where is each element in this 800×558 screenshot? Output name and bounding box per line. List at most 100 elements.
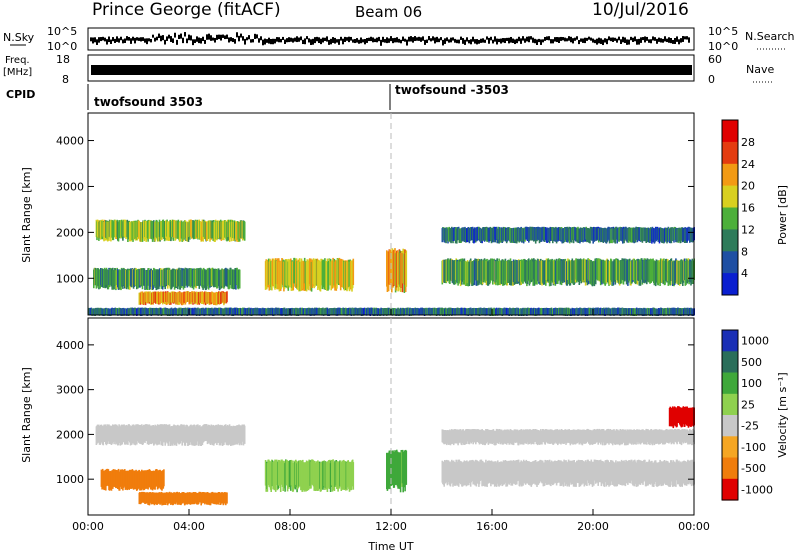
velocity-colorbar: 1000 500 100 25 -25 -100 -500 -1000 xyxy=(721,329,773,501)
nsky-mark xyxy=(180,33,182,39)
nsky-mark xyxy=(594,39,596,44)
nsky-mark xyxy=(648,39,650,43)
nsky-mark xyxy=(492,39,494,44)
nsky-mark xyxy=(378,36,380,42)
nsky-mark xyxy=(232,38,234,43)
nsky-mark xyxy=(544,36,546,41)
nsky-mark xyxy=(500,38,502,44)
power-colorbar-tick-label: 24 xyxy=(741,158,755,171)
xtick-label: 00:00 xyxy=(72,520,104,533)
nsky-mark xyxy=(574,37,576,41)
nsky-mark xyxy=(552,39,554,44)
nsky-mark xyxy=(432,36,434,41)
nsky-mark xyxy=(678,39,680,45)
nsky-mark xyxy=(384,39,386,43)
nsky-mark xyxy=(386,37,388,44)
nsky-mark xyxy=(424,39,426,45)
nsky-mark xyxy=(276,37,278,42)
nsky-mark xyxy=(554,37,556,42)
nsky-mark xyxy=(226,34,228,39)
nsky-mark xyxy=(462,38,464,44)
nsky-mark xyxy=(538,38,540,43)
nsky-mark xyxy=(488,37,490,44)
nsky-mark xyxy=(476,39,478,45)
power-ylabel: Slant Range [km] xyxy=(20,167,33,263)
nsky-mark xyxy=(304,38,306,45)
nsky-mark xyxy=(262,39,264,46)
nsky-mark xyxy=(216,34,218,40)
velocity-ytick-label: 3000 xyxy=(56,384,84,397)
nsky-mark xyxy=(676,36,678,42)
velocity-colorbar-tick-label: 500 xyxy=(741,356,762,369)
velocity-colorbar-swatch xyxy=(722,478,738,501)
nsky-mark xyxy=(100,37,102,42)
nsky-mark xyxy=(428,36,430,41)
nsky-mark xyxy=(632,37,634,42)
nsky-mark xyxy=(122,39,124,44)
nsky-mark xyxy=(628,39,630,45)
nsky-mark xyxy=(192,39,194,46)
nsky-mark xyxy=(452,37,454,41)
power-colorbar-tick-label: 4 xyxy=(741,267,748,280)
nsky-mark xyxy=(526,36,528,42)
nsky-mark xyxy=(168,34,170,39)
nsky-mark xyxy=(134,37,136,44)
nsky-mark xyxy=(534,38,536,44)
nsky-mark xyxy=(94,37,96,43)
station-title: Prince George (fitACF) xyxy=(92,0,281,20)
nsky-mark xyxy=(596,38,598,45)
nsky-mark xyxy=(406,39,408,46)
nsky-mark xyxy=(238,35,240,42)
nsky-mark xyxy=(498,38,500,43)
nsky-mark xyxy=(248,35,250,40)
nsky-mark xyxy=(244,38,246,45)
nsky-mark xyxy=(440,37,442,41)
nsky-mark xyxy=(652,36,654,41)
nsky-mark xyxy=(352,39,354,43)
nsky-mark xyxy=(270,38,272,45)
nsky-mark xyxy=(562,37,564,41)
nsky-mark xyxy=(666,38,668,43)
nsky-mark xyxy=(312,38,314,45)
nsky-mark xyxy=(366,38,368,43)
nsky-mark xyxy=(454,38,456,43)
xtick-label: 00:00 xyxy=(678,520,710,533)
xtick-label: 04:00 xyxy=(173,520,205,533)
velocity-colorbar-swatch xyxy=(722,457,738,480)
nsky-mark xyxy=(142,37,144,41)
nsky-mark xyxy=(294,37,296,42)
nsky-mark xyxy=(572,38,574,44)
nsky-mark xyxy=(620,39,622,44)
nsky-mark xyxy=(214,37,216,43)
nsky-tick-bottom-right: 10^0 xyxy=(708,40,738,53)
cpid-segment-1: twofsound 3503 xyxy=(94,95,203,109)
nsky-mark xyxy=(198,37,200,44)
nsky-mark xyxy=(610,37,612,42)
nsky-mark xyxy=(558,37,560,43)
freq-trace xyxy=(91,65,692,75)
nsky-mark xyxy=(686,36,688,40)
velocity-cell xyxy=(405,450,408,485)
freq-tick-bottom-left: 8 xyxy=(62,73,69,86)
nsky-mark xyxy=(132,36,134,41)
nsky-mark xyxy=(310,39,312,46)
nsky-mark xyxy=(300,36,302,41)
velocity-panel: 1000 2000 3000 4000 00:00 04:00 08:00 12:00 16:0… xyxy=(56,317,773,533)
nsky-mark xyxy=(204,39,206,44)
nsky-mark xyxy=(166,36,168,41)
nsky-mark xyxy=(178,34,180,40)
nsky-mark xyxy=(460,36,462,40)
nsky-mark xyxy=(420,37,422,42)
velocity-cell xyxy=(243,425,246,444)
nsky-mark xyxy=(236,32,238,38)
nsky-mark xyxy=(274,38,276,44)
nsky-mark xyxy=(104,37,106,42)
nsky-mark xyxy=(614,37,616,41)
nsky-mark xyxy=(186,38,188,44)
nsky-mark xyxy=(644,36,646,43)
nsky-mark xyxy=(458,39,460,44)
nsky-mark xyxy=(194,39,196,44)
nsky-mark xyxy=(348,36,350,43)
nsky-mark xyxy=(362,39,364,43)
nsky-mark xyxy=(514,39,516,45)
